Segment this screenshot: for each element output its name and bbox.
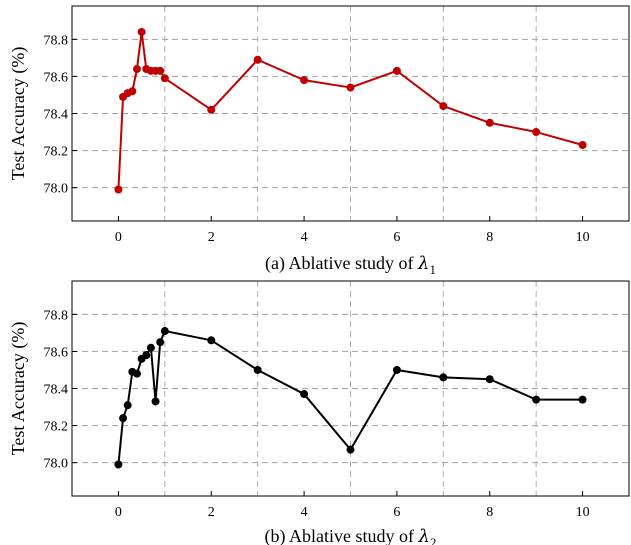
data-point: [346, 445, 355, 454]
data-point: [132, 369, 141, 378]
x-tick-label: 10: [576, 505, 590, 520]
data-point: [253, 365, 262, 374]
data-point: [392, 365, 401, 374]
data-point: [392, 66, 401, 75]
data-point: [146, 343, 155, 352]
y-tick-label: 78.8: [44, 33, 69, 48]
y-tick-label: 78.0: [44, 457, 69, 472]
caption-subscript: 2: [430, 535, 437, 545]
caption-text: (b) Ablative study of: [265, 526, 419, 545]
panel-b: 78.0 78.2 78.4 78.6 78.8 0 2 4 6 8 10 Test Accuracy…: [8, 280, 630, 545]
data-point: [160, 74, 169, 83]
caption-text: (a) Ablative study of: [265, 253, 418, 274]
x-tick-label: 4: [301, 505, 308, 520]
data-point: [207, 105, 216, 114]
data-point: [123, 401, 132, 410]
data-point: [160, 327, 169, 336]
data-point: [300, 76, 309, 85]
y-axis-label: Test Accuracy (%): [8, 322, 29, 456]
data-point: [485, 375, 494, 384]
data-point: [156, 338, 165, 347]
x-tick-label: 10: [576, 230, 590, 245]
caption-lambda: λ: [418, 526, 430, 545]
data-point: [114, 185, 123, 194]
data-point: [137, 27, 146, 36]
y-axis-label: Test Accuracy (%): [8, 47, 29, 181]
data-point: [578, 141, 587, 150]
data-point: [119, 414, 128, 423]
data-point: [207, 336, 216, 345]
y-tick-label: 78.6: [44, 70, 69, 85]
y-tick-label: 78.0: [44, 182, 69, 197]
x-tick-label: 2: [208, 505, 215, 520]
y-tick-label: 78.4: [44, 108, 69, 123]
panel-caption: (a) Ablative study of λ1: [265, 253, 436, 277]
y-tick-label: 78.8: [44, 308, 69, 323]
data-point: [132, 65, 141, 74]
data-point: [532, 128, 541, 137]
data-point: [346, 83, 355, 92]
y-tick-label: 78.2: [44, 145, 69, 160]
data-point: [578, 395, 587, 404]
x-tick-label: 6: [393, 230, 400, 245]
data-point: [114, 460, 123, 469]
x-tick-label: 8: [486, 505, 493, 520]
x-tick-label: 0: [115, 505, 122, 520]
x-tick-label: 8: [486, 230, 493, 245]
data-point: [300, 390, 309, 399]
data-point: [128, 87, 137, 96]
panel-caption: (b) Ablative study of λ2: [265, 526, 437, 545]
data-point: [151, 397, 160, 406]
y-tick-label: 78.6: [44, 345, 69, 360]
caption-subscript: 1: [429, 262, 436, 277]
data-point: [156, 66, 165, 75]
x-tick-label: 0: [115, 230, 122, 245]
panel-a: 78.0 78.2 78.4 78.6 78.8 0 2 4 6 8 10 Test Accuracy…: [8, 5, 630, 277]
data-point: [439, 102, 448, 111]
x-tick-label: 4: [301, 230, 308, 245]
data-point: [142, 351, 151, 360]
y-tick-label: 78.2: [44, 420, 69, 435]
data-point: [253, 55, 262, 64]
x-tick-label: 2: [208, 230, 215, 245]
data-point: [532, 395, 541, 404]
data-point: [439, 373, 448, 382]
data-point: [485, 118, 494, 127]
x-tick-label: 6: [393, 505, 400, 520]
y-tick-label: 78.4: [44, 383, 69, 398]
caption-lambda: λ: [417, 253, 429, 274]
